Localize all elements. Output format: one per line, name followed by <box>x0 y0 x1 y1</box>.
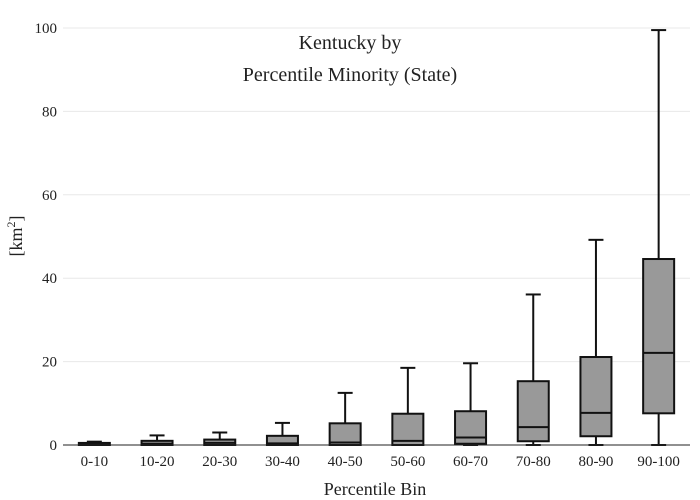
x-tick-label: 10-20 <box>140 454 175 470</box>
x-tick-label: 40-50 <box>328 454 363 470</box>
y-axis-title-end: ] <box>6 216 26 222</box>
box-60-70 <box>454 362 488 446</box>
y-axis-title: [km2] <box>4 216 26 257</box>
iqr-box <box>391 412 425 447</box>
box-50-60 <box>391 366 425 447</box>
iqr-box <box>516 380 550 443</box>
x-tick-label: 20-30 <box>202 454 237 470</box>
x-tick-labels: 0-10 10-20 20-30 30-40 40-50 50-60 60-70 70-80 8… <box>81 454 680 470</box>
box-20-30 <box>203 431 237 447</box>
iqr-box <box>454 410 488 445</box>
x-tick-label: 80-90 <box>578 454 613 470</box>
box-30-40 <box>265 421 299 446</box>
x-tick-label: 0-10 <box>81 454 109 470</box>
box-10-20 <box>140 434 174 446</box>
chart-title-line-2: Percentile Minority (State) <box>243 64 457 86</box>
y-tick-label: 80 <box>42 104 57 120</box>
x-tick-label: 50-60 <box>390 454 425 470</box>
y-tick-label: 60 <box>42 188 57 204</box>
y-tick-labels: 0 20 40 60 80 100 <box>35 21 58 454</box>
box-0-10 <box>77 440 111 447</box>
x-tick-label: 70-80 <box>516 454 551 470</box>
iqr-box <box>642 258 676 415</box>
x-tick-label: 60-70 <box>453 454 488 470</box>
box-40-50 <box>328 391 362 447</box>
iqr-box <box>579 356 613 438</box>
box-80-90 <box>579 238 613 446</box>
x-axis-title: Percentile Bin <box>324 479 426 499</box>
y-tick-label: 20 <box>42 355 57 371</box>
box-90-100 <box>642 29 676 446</box>
x-tick-label: 30-40 <box>265 454 300 470</box>
y-tick-label: 0 <box>50 438 58 454</box>
y-axis-title-superscript: 2 <box>4 222 18 228</box>
box-series <box>77 29 676 447</box>
chart-title-line-1: Kentucky by <box>299 32 402 54</box>
y-tick-label: 40 <box>42 271 57 287</box>
y-axis-title-unit: [km <box>6 228 26 257</box>
x-tick-label: 90-100 <box>637 454 680 470</box>
y-tick-label: 100 <box>35 21 58 37</box>
box-70-80 <box>516 293 550 446</box>
